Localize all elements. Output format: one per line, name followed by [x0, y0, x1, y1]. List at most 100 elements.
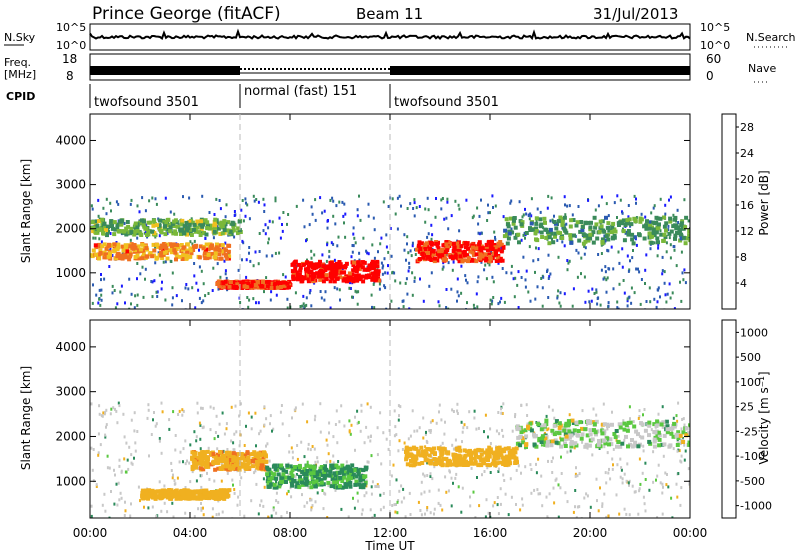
scatter-cell	[201, 194, 204, 198]
band-cell	[652, 231, 656, 235]
scatter-cell	[667, 485, 670, 489]
scatter-cell	[445, 216, 448, 220]
scatter-cell	[446, 200, 449, 204]
scatter-cell	[627, 426, 630, 430]
scatter-cell	[428, 429, 431, 433]
scatter-cell	[302, 198, 305, 202]
scatter-cell	[258, 432, 261, 436]
scatter-cell	[663, 281, 666, 285]
band-cell	[676, 436, 681, 441]
band-cell	[629, 222, 634, 227]
band-cell	[501, 456, 506, 461]
scatter-cell	[229, 222, 232, 226]
scatter-cell	[419, 277, 421, 281]
scatter-cell	[212, 236, 215, 240]
band-cell	[228, 229, 233, 234]
band-cell	[508, 461, 513, 466]
band-cell	[468, 249, 473, 254]
scatter-cell	[626, 254, 629, 258]
scatter-cell	[219, 207, 222, 211]
scatter-cell	[324, 290, 327, 294]
scatter-cell	[158, 480, 161, 484]
scatter-cell	[301, 493, 303, 497]
band-cell	[501, 462, 506, 466]
y-tick-label: 2000	[55, 222, 86, 236]
scatter-cell	[564, 213, 567, 217]
scatter-cell	[375, 485, 378, 488]
scatter-cell	[164, 196, 167, 200]
band-cell	[414, 456, 419, 461]
band-cell	[198, 244, 203, 249]
scatter-cell	[540, 443, 543, 447]
scatter-cell	[460, 291, 463, 295]
band-cell	[596, 442, 601, 447]
scatter-cell	[343, 424, 346, 428]
scatter-cell	[411, 271, 414, 275]
band-cell	[411, 463, 416, 468]
scatter-cell	[575, 516, 578, 518]
nsky-label: N.Sky	[4, 31, 36, 44]
scatter-cell	[173, 479, 176, 482]
scatter-cell	[360, 512, 363, 516]
y-tick-label: 3000	[55, 385, 86, 399]
band-cell	[484, 455, 489, 460]
scatter-cell	[327, 484, 330, 488]
band-cell	[192, 463, 197, 468]
scatter-cell	[566, 268, 569, 272]
band-cell	[642, 224, 647, 229]
scatter-cell	[616, 194, 619, 198]
scatter-cell	[337, 235, 340, 239]
nsearch-tick-bottom: 10^0	[700, 39, 730, 52]
band-cell	[626, 444, 630, 449]
scatter-cell	[113, 502, 116, 506]
band-cell	[597, 229, 602, 234]
scatter-cell	[242, 219, 245, 223]
band-cell	[523, 428, 528, 433]
scatter-cell	[196, 401, 199, 405]
scatter-cell	[130, 418, 133, 422]
band-cell	[549, 231, 554, 236]
band-cell	[356, 472, 361, 477]
scatter-cell	[160, 509, 163, 513]
band-cell	[513, 461, 518, 465]
colorbar-tick-label: 16	[740, 199, 754, 212]
band-cell	[298, 265, 303, 270]
band-cell	[333, 473, 338, 478]
band-cell	[201, 467, 206, 472]
scatter-cell	[497, 261, 500, 265]
band-cell	[214, 242, 219, 247]
band-cell	[647, 439, 652, 444]
band-cell	[179, 232, 183, 236]
band-cell	[266, 484, 271, 489]
scatter-cell	[264, 232, 267, 236]
band-cell	[102, 255, 107, 260]
scatter-cell	[335, 409, 338, 413]
scatter-cell	[397, 499, 400, 502]
scatter-cell	[286, 222, 288, 226]
band-cell	[217, 252, 222, 257]
scatter-cell	[182, 460, 184, 464]
scatter-cell	[563, 223, 566, 227]
scatter-cell	[681, 418, 684, 421]
scatter-cell	[394, 279, 397, 283]
scatter-cell	[639, 482, 642, 486]
band-cell	[185, 232, 189, 237]
scatter-cell	[146, 416, 149, 420]
scatter-cell	[390, 474, 393, 478]
scatter-cell	[166, 232, 169, 235]
scatter-cell	[491, 275, 494, 279]
scatter-cell	[278, 216, 281, 220]
band-cell	[152, 218, 157, 223]
scatter-cell	[397, 449, 400, 453]
scatter-cell	[449, 470, 451, 474]
scatter-cell	[326, 443, 329, 447]
band-cell	[239, 452, 244, 456]
band-cell	[184, 248, 189, 253]
scatter-cell	[367, 202, 370, 206]
band-cell	[318, 277, 323, 282]
band-cell	[332, 279, 337, 284]
scatter-cell	[424, 432, 427, 436]
scatter-cell	[513, 295, 516, 299]
band-cell	[606, 221, 611, 226]
scatter-cell	[652, 450, 655, 454]
